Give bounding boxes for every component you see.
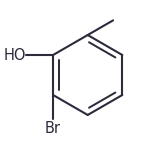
Text: Br: Br: [45, 121, 61, 136]
Text: HO: HO: [3, 48, 26, 63]
